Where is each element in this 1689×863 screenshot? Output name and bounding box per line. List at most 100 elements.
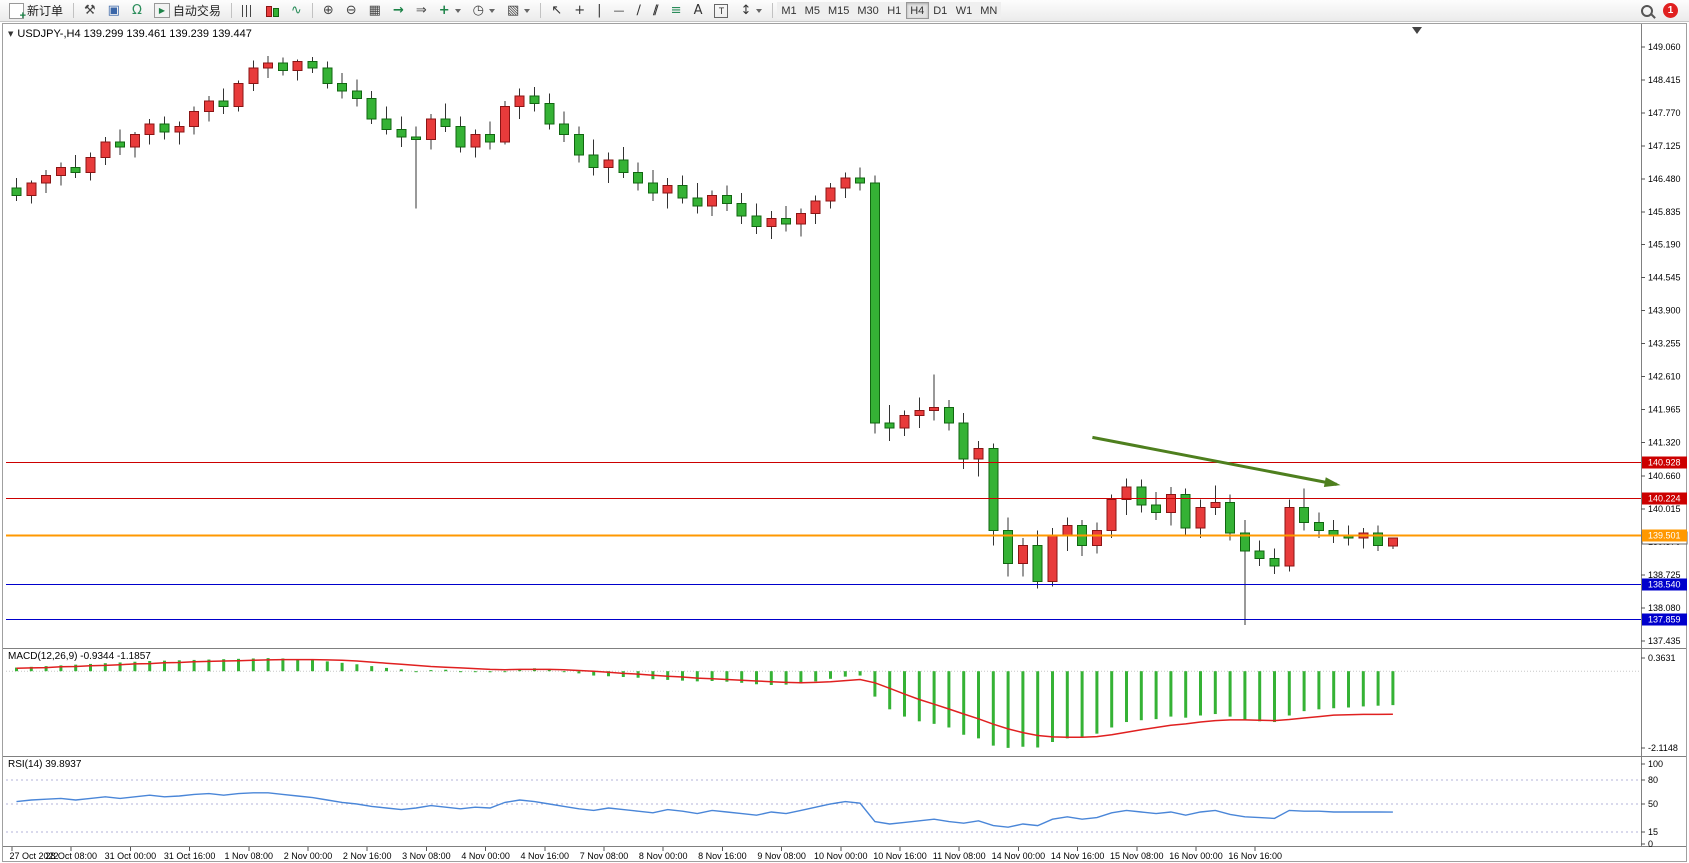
svg-text:27 Oct 2022: 27 Oct 2022 — [9, 851, 58, 861]
bar-chart-button[interactable] — [237, 0, 259, 21]
svg-text:140.015: 140.015 — [1648, 504, 1681, 514]
chevron-down-icon — [756, 8, 763, 13]
price-scale[interactable]: 149.060 148.415 147.770 147.125 146.480 145.8… — [1641, 42, 1681, 646]
svg-text:31 Oct 16:00: 31 Oct 16:00 — [164, 851, 216, 861]
tile-windows-icon: ▦ — [368, 3, 381, 18]
new-order-icon: + — [9, 2, 26, 21]
svg-text:144.545: 144.545 — [1648, 273, 1681, 283]
hammer-tool-button[interactable]: ⚒ — [79, 0, 101, 21]
text-label-button[interactable]: T — [709, 0, 733, 21]
monitor-button[interactable]: ▣ — [103, 0, 125, 21]
rsi-line — [16, 792, 1393, 828]
svg-text:4 Nov 16:00: 4 Nov 16:00 — [521, 851, 570, 861]
svg-text:15: 15 — [1648, 827, 1658, 837]
search-icon[interactable] — [1641, 4, 1653, 17]
svg-text:145.835: 145.835 — [1648, 207, 1681, 217]
svg-text:1 Nov 08:00: 1 Nov 08:00 — [225, 851, 274, 861]
svg-text:138.725: 138.725 — [1648, 570, 1681, 580]
timeframe-h4-button[interactable]: H4 — [905, 2, 929, 19]
autotrading-button[interactable]: ▶ 自动交易 — [149, 0, 226, 21]
svg-text:140.928: 140.928 — [1648, 458, 1681, 468]
rsi-indicator-label: RSI(14) 39.8937 — [8, 759, 82, 770]
headset-icon: Ω — [131, 3, 142, 18]
periods-button[interactable]: ◷ — [468, 0, 500, 21]
chart-shift-button[interactable]: ⇒ — [411, 0, 432, 21]
crosshair-icon: + — [574, 3, 586, 18]
timeframe-m15-button[interactable]: M15 — [823, 2, 854, 19]
headset-button[interactable]: Ω — [127, 0, 147, 21]
timeframe-h1-button[interactable]: H1 — [882, 2, 906, 19]
svg-text:16 Nov 16:00: 16 Nov 16:00 — [1228, 851, 1282, 861]
svg-text:8 Nov 16:00: 8 Nov 16:00 — [698, 851, 747, 861]
cursor-icon: ↖ — [551, 3, 563, 18]
new-order-button[interactable]: + 新订单 — [4, 0, 68, 21]
auto-scroll-icon: → — [392, 3, 404, 18]
trend-arrow[interactable] — [1092, 435, 1341, 488]
toolbar-separator — [772, 3, 774, 18]
arrows-button[interactable]: ↕ — [735, 0, 767, 21]
horizontal-lines[interactable] — [6, 462, 1641, 620]
zoom-in-button[interactable]: ⊕ — [318, 0, 339, 21]
line-chart-icon: ∿ — [290, 3, 302, 18]
svg-text:142.610: 142.610 — [1648, 372, 1681, 382]
timeframe-mn-button[interactable]: MN — [976, 2, 1002, 19]
cursor-button[interactable]: ↖ — [546, 0, 567, 21]
text-button[interactable]: A — [689, 0, 708, 21]
auto-scroll-button[interactable]: → — [388, 0, 409, 21]
toolbar-separator — [230, 3, 232, 18]
timeframe-m30-button[interactable]: M30 — [853, 2, 883, 19]
zoom-out-button[interactable]: ⊖ — [341, 0, 362, 21]
toolbar: + 新订单 ⚒ ▣ Ω ▶ 自动交易 ∿ ⊕ ⊖ ▦ → ⇒ + ◷ ▧ ↖ +… — [0, 0, 1689, 22]
svg-text:138.540: 138.540 — [1648, 580, 1681, 590]
svg-text:4 Nov 00:00: 4 Nov 00:00 — [461, 851, 510, 861]
chart-shift-icon: ⇒ — [415, 3, 427, 18]
timeframe-m1-button[interactable]: M1 — [777, 2, 801, 19]
candlestick-chart-button[interactable] — [261, 0, 284, 21]
notification-badge[interactable]: 1 — [1663, 3, 1678, 18]
svg-text:10 Nov 00:00: 10 Nov 00:00 — [814, 851, 868, 861]
trendline-button[interactable]: ∕ — [632, 0, 646, 21]
clock-icon: ◷ — [472, 3, 484, 18]
tile-windows-button[interactable]: ▦ — [364, 0, 386, 21]
svg-text:147.770: 147.770 — [1648, 108, 1681, 118]
timeframe-w1-button[interactable]: W1 — [951, 2, 977, 19]
macd-indicator-label: MACD(12,26,9) -0.9344 -1.1857 — [8, 651, 151, 662]
svg-text:14 Nov 00:00: 14 Nov 00:00 — [992, 851, 1046, 861]
rsi-pane[interactable]: 100 80 50 15 0 — [6, 759, 1663, 849]
line-chart-button[interactable]: ∿ — [286, 0, 307, 21]
horizontal-line-button[interactable]: — — [609, 0, 630, 21]
trendline-icon: ∕ — [636, 3, 641, 18]
indicators-button[interactable]: + — [434, 0, 466, 21]
svg-text:3 Nov 08:00: 3 Nov 08:00 — [402, 851, 451, 861]
fibonacci-button[interactable]: ≡ — [666, 0, 687, 21]
svg-text:2 Nov 00:00: 2 Nov 00:00 — [284, 851, 333, 861]
svg-text:147.125: 147.125 — [1648, 141, 1681, 151]
svg-text:141.965: 141.965 — [1648, 405, 1681, 415]
zoom-out-icon: ⊖ — [345, 3, 357, 18]
macd-pane[interactable]: 0.3631 -2.1148 — [6, 653, 1678, 753]
svg-text:139.501: 139.501 — [1648, 530, 1681, 540]
one-click-trading-toggle[interactable]: ▼ — [8, 30, 14, 38]
crosshair-button[interactable]: + — [569, 0, 590, 21]
svg-text:140.660: 140.660 — [1648, 471, 1681, 481]
channel-icon: ∕∕ — [652, 3, 659, 18]
chart-shift-marker[interactable] — [1412, 27, 1422, 34]
svg-text:0.3631: 0.3631 — [1648, 653, 1676, 663]
timeframe-d1-button[interactable]: D1 — [928, 2, 952, 19]
channel-button[interactable]: ∕∕ — [648, 0, 664, 21]
bar-chart-icon — [241, 4, 254, 17]
svg-text:0: 0 — [1648, 839, 1653, 849]
vertical-line-button[interactable]: | — [592, 0, 606, 21]
text-icon: A — [693, 3, 703, 18]
template-icon: ▧ — [507, 3, 520, 18]
templates-button[interactable]: ▧ — [502, 0, 535, 21]
svg-text:141.320: 141.320 — [1648, 437, 1681, 447]
svg-text:80: 80 — [1648, 775, 1658, 785]
svg-text:143.255: 143.255 — [1648, 339, 1681, 349]
svg-text:2 Nov 16:00: 2 Nov 16:00 — [343, 851, 392, 861]
timeframe-m5-button[interactable]: M5 — [800, 2, 824, 19]
macd-signal-line — [16, 658, 1393, 739]
svg-text:14 Nov 16:00: 14 Nov 16:00 — [1051, 851, 1105, 861]
